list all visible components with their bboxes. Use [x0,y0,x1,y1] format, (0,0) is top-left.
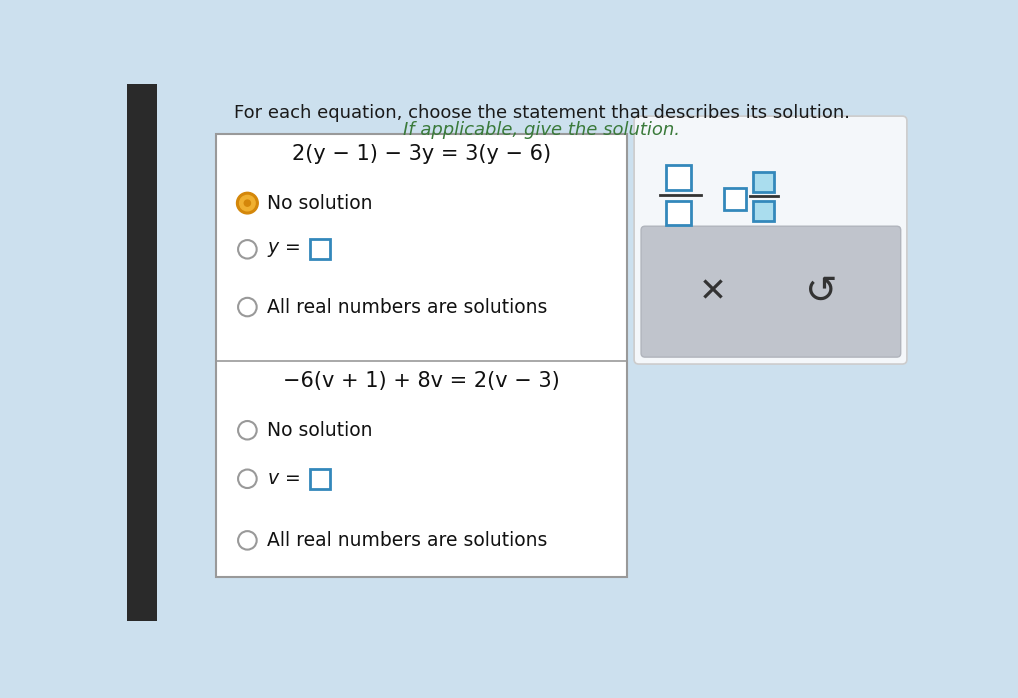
FancyBboxPatch shape [753,201,774,221]
Circle shape [244,200,250,206]
Text: ✕: ✕ [698,275,727,308]
FancyBboxPatch shape [217,134,627,577]
FancyBboxPatch shape [666,201,690,225]
Text: No solution: No solution [267,193,373,213]
FancyBboxPatch shape [310,239,330,260]
FancyBboxPatch shape [310,469,330,489]
Text: No solution: No solution [267,421,373,440]
FancyBboxPatch shape [666,165,690,190]
FancyBboxPatch shape [641,226,901,357]
Text: All real numbers are solutions: All real numbers are solutions [267,531,547,550]
Circle shape [239,195,256,211]
Circle shape [236,193,259,214]
Text: ↺: ↺ [804,273,837,311]
Text: 2(y − 1) − 3y = 3(y − 6): 2(y − 1) − 3y = 3(y − 6) [292,144,552,164]
Text: For each equation, choose the statement that describes its solution.: For each equation, choose the statement … [234,104,850,121]
FancyBboxPatch shape [127,84,157,621]
Text: All real numbers are solutions: All real numbers are solutions [267,297,547,317]
Text: −6(v + 1) + 8v = 2(v − 3): −6(v + 1) + 8v = 2(v − 3) [283,371,560,391]
Text: $v$ =: $v$ = [267,469,301,489]
FancyBboxPatch shape [753,172,774,191]
Text: If applicable, give the solution.: If applicable, give the solution. [403,121,680,139]
FancyBboxPatch shape [634,116,907,364]
FancyBboxPatch shape [724,188,746,210]
Text: $y$ =: $y$ = [267,240,302,259]
